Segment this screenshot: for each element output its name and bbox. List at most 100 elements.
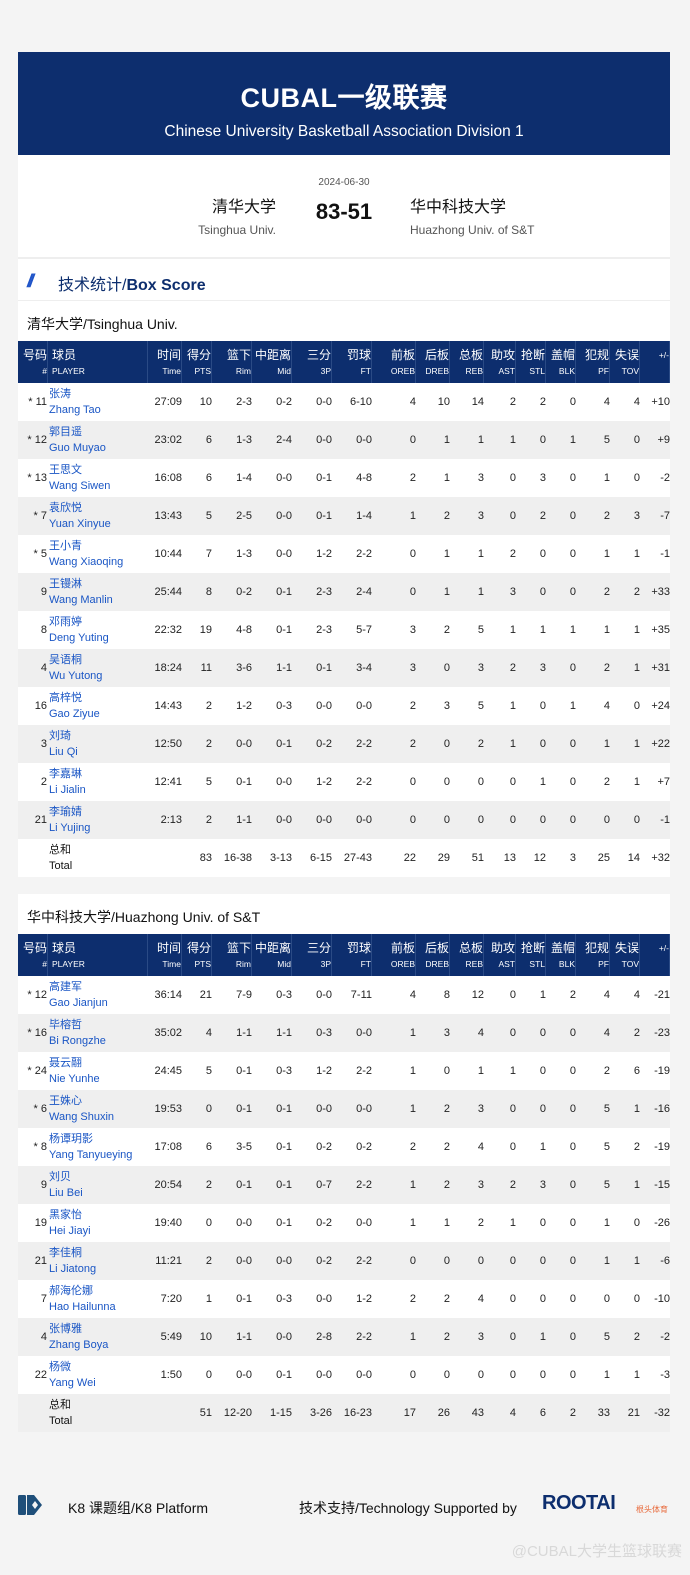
player-name[interactable]: 刘琦 Liu Qi — [48, 728, 148, 760]
stat-rim: 0-0 — [236, 1369, 252, 1381]
player-name-en: Gao Ziyue — [49, 708, 100, 720]
player-name[interactable]: 张涛 Zhang Tao — [48, 386, 148, 418]
stat-mid: 0-0 — [276, 814, 292, 826]
home-team-cn: 清华大学 — [211, 199, 276, 216]
stat-rim: 0-2 — [236, 586, 252, 598]
stat-tov: 1 — [633, 776, 640, 788]
stat-stl: 6 — [539, 1407, 546, 1419]
player-name[interactable]: 黑家怡 Hei Jiayi — [48, 1207, 148, 1239]
player-name-en: Wu Yutong — [49, 670, 103, 682]
column-header-en: FT — [360, 366, 371, 376]
stat-tov: 21 — [627, 1407, 640, 1419]
player-name[interactable]: 王姝心 Wang Shuxin — [48, 1093, 148, 1125]
player-name[interactable]: 聂云翮 Nie Yunhe — [48, 1055, 148, 1087]
player-name[interactable]: 高梓悦 Gao Ziyue — [48, 690, 148, 722]
stat-time: 12:50 — [154, 738, 182, 750]
stat-blk: 0 — [569, 1065, 576, 1077]
stat-pf: 0 — [603, 1293, 610, 1305]
stat-ast: 1 — [509, 434, 516, 446]
player-number: 2 — [40, 776, 47, 788]
player-number: 4 — [40, 662, 47, 674]
stat-tov: 1 — [633, 548, 640, 560]
stat-stl: 1 — [539, 776, 546, 788]
player-name[interactable]: 王镘淋 Wang Manlin — [48, 576, 148, 608]
player-name[interactable]: 吴语桐 Wu Yutong — [48, 652, 148, 684]
column-header-en: BLK — [558, 959, 575, 969]
stat-ast: 3 — [509, 586, 516, 598]
player-name-en: Hei Jiayi — [49, 1225, 91, 1237]
stat-ft: 5-7 — [356, 624, 372, 636]
player-name[interactable]: 李嘉琳 Li Jialin — [48, 766, 148, 798]
player-name[interactable]: 杨谭玥影 Yang Tanyueying — [48, 1131, 148, 1163]
stat-mid: 0-3 — [276, 989, 292, 1001]
player-name[interactable]: 邓雨婷 Deng Yuting — [48, 614, 148, 646]
stat-tov: 1 — [633, 1103, 640, 1115]
stat-rim: 0-1 — [236, 1179, 252, 1191]
stat-3p: 1-2 — [316, 548, 332, 560]
column-header-cn: 后板 — [424, 941, 449, 955]
player-name[interactable]: 郝海伦娜 Hao Hailunna — [48, 1283, 148, 1315]
stat-rim: 4-8 — [236, 624, 252, 636]
final-score: 83-51 — [315, 199, 373, 224]
player-name[interactable]: 王小青 Wang Xiaoqing — [48, 538, 148, 570]
stat-ft: 0-0 — [356, 814, 372, 826]
stat-reb: 1 — [477, 434, 484, 446]
column-header-en: REB — [465, 959, 483, 969]
stat-ft: 0-0 — [356, 1217, 372, 1229]
stat-time: 19:53 — [154, 1103, 182, 1115]
player-name[interactable]: 郭目遥 Guo Muyao — [48, 424, 148, 456]
column-header-en: PTS — [194, 366, 211, 376]
player-name-en: Yuan Xinyue — [49, 518, 111, 530]
stat-pts: 6 — [205, 434, 212, 446]
table-row: 3 刘琦 Liu Qi 12:50 2 0-0 0-1 0-2 2-2 2 0 2 1 0 0 1 1 +22 — [18, 725, 670, 763]
stat-ast: 1 — [509, 1217, 516, 1229]
player-number: 9 — [40, 1179, 47, 1191]
column-header-en: PLAYER — [52, 959, 85, 969]
stat-mid: 0-2 — [276, 396, 292, 408]
stat-mid: 0-1 — [276, 1141, 292, 1153]
stat-pf: 4 — [603, 1027, 610, 1039]
stat-time: 35:02 — [154, 1027, 182, 1039]
column-header-cn: 球员 — [52, 348, 77, 362]
player-name[interactable]: 高建军 Gao Jianjun — [48, 979, 148, 1011]
table-row: 7 郝海伦娜 Hao Hailunna 7:20 1 0-1 0-3 0-0 1-2 2 2 4 0 0 0… — [18, 1280, 670, 1318]
player-name-cn: 吴语桐 — [49, 654, 82, 666]
stat-ft: 2-2 — [356, 1179, 372, 1191]
stat-ast: 1 — [509, 700, 516, 712]
player-name[interactable]: 刘贝 Liu Bei — [48, 1169, 148, 1201]
stat-stl: 2 — [539, 396, 546, 408]
stat-blk: 0 — [569, 1293, 576, 1305]
stat-mid: 0-3 — [276, 1293, 292, 1305]
player-name[interactable]: 毕榕哲 Bi Rongzhe — [48, 1017, 148, 1049]
player-name[interactable]: 杨微 Yang Wei — [48, 1359, 148, 1391]
stat-ast: 1 — [509, 738, 516, 750]
player-name[interactable]: 李佳桐 Li Jiatong — [48, 1245, 148, 1277]
stat-pts: 10 — [199, 396, 212, 408]
player-name-cn: 高建军 — [49, 981, 82, 993]
player-name-cn: 王小青 — [49, 540, 82, 552]
total-label-cn: 总和 — [49, 1399, 71, 1411]
stat-pts: 2 — [205, 700, 212, 712]
player-name[interactable]: 张博雅 Zhang Boya — [48, 1321, 148, 1353]
stat-ft: 27-43 — [343, 852, 372, 864]
stat-dreb: 2 — [443, 1103, 450, 1115]
player-name[interactable]: 袁欣悦 Yuan Xinyue — [48, 500, 148, 532]
stat-rim: 1-1 — [236, 1027, 252, 1039]
stat-pf: 2 — [603, 1065, 610, 1077]
table-row: 9 王镘淋 Wang Manlin 25:44 8 0-2 0-1 2-3 2-4 0 1 1 3 0 0 2… — [18, 573, 670, 611]
column-header-en: 3P — [320, 366, 331, 376]
column-header-pf: 犯规 PF — [576, 341, 610, 383]
stat-ast: 0 — [509, 1103, 516, 1115]
stat-ast: 2 — [509, 1179, 516, 1191]
stat-rim: 1-1 — [236, 1331, 252, 1343]
stat-reb: 14 — [471, 396, 484, 408]
player-name[interactable]: 王思文 Wang Siwen — [48, 462, 148, 494]
player-name-cn: 王镘淋 — [49, 578, 82, 590]
player-name[interactable]: 李瑜婧 Li Yujing — [48, 804, 148, 836]
stat-time: 12:41 — [154, 776, 182, 788]
column-header-en: DREB — [425, 366, 449, 376]
column-header-cn: 犯规 — [584, 348, 609, 362]
player-number: 9 — [40, 586, 47, 598]
column-header-en: FT — [360, 959, 371, 969]
stat-ast: 0 — [509, 1331, 516, 1343]
